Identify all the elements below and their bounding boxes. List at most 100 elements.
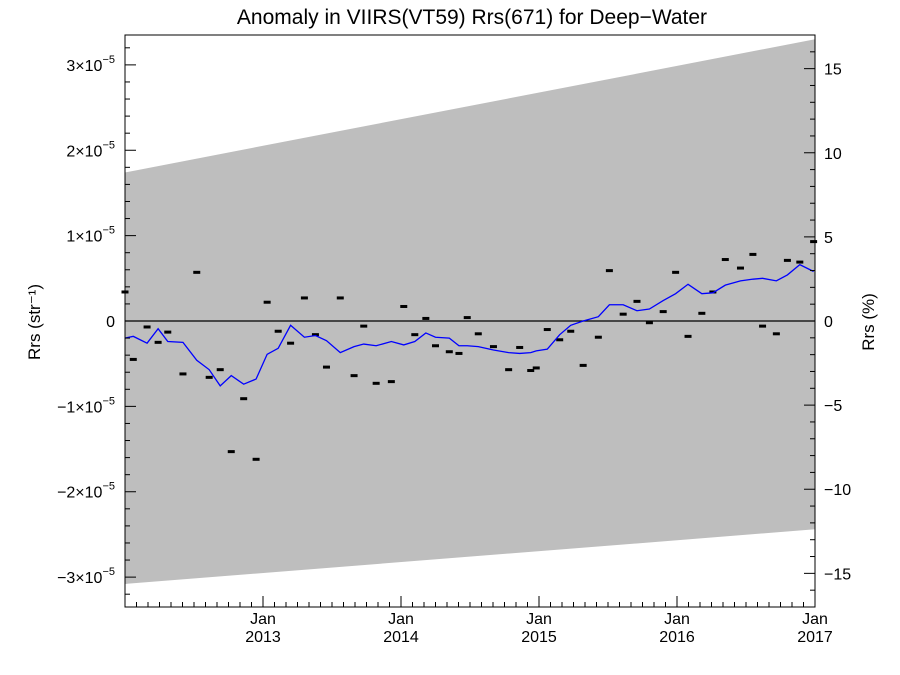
right-tick-label: −10 [824, 482, 851, 499]
data-point [129, 357, 137, 361]
data-point [543, 328, 551, 332]
data-point [579, 363, 587, 367]
left-tick-label: −1×10−5 [57, 395, 115, 416]
data-point [336, 296, 344, 300]
chart-title: Anomaly in VIIRS(VT59) Rrs(671) for Deep… [237, 6, 707, 29]
data-point [411, 333, 419, 337]
data-point [474, 332, 482, 336]
data-point [505, 368, 513, 372]
right-tick-label: 15 [824, 62, 842, 79]
x-tick-year: 2014 [383, 629, 419, 646]
left-tick-mantissa: 1×10 [66, 229, 102, 246]
data-point [216, 368, 224, 372]
left-tick-exponent: −5 [102, 54, 115, 66]
data-point [240, 397, 248, 401]
data-point [350, 374, 358, 378]
data-point [300, 296, 308, 300]
data-point [527, 369, 535, 373]
x-tick-month: Jan [388, 611, 414, 628]
x-tick-year: 2017 [797, 629, 833, 646]
data-point [311, 333, 319, 337]
data-point [287, 341, 295, 345]
data-point [179, 372, 187, 376]
data-point [274, 329, 282, 333]
data-point [422, 316, 430, 320]
data-point [594, 335, 602, 339]
data-point [489, 345, 497, 349]
x-tick-month: Jan [250, 611, 276, 628]
data-point [227, 450, 235, 454]
data-point [387, 380, 395, 384]
data-point [372, 381, 380, 385]
data-point [154, 340, 162, 344]
left-tick-mantissa: 3×10 [66, 58, 102, 75]
x-tick-year: 2015 [521, 629, 557, 646]
data-point [759, 324, 767, 328]
left-tick-label: 1×10−5 [66, 225, 115, 246]
x-tick-month: Jan [802, 611, 828, 628]
left-tick-exponent: −5 [102, 481, 115, 493]
data-point [205, 375, 213, 379]
left-tick-mantissa: −1×10 [57, 399, 102, 416]
data-point [164, 330, 172, 334]
x-tick-year: 2013 [245, 629, 281, 646]
left-tick-exponent: −5 [102, 225, 115, 237]
left-tick-label: 2×10−5 [66, 139, 115, 160]
left-tick-label: 0 [106, 314, 115, 331]
left-tick-mantissa: −3×10 [57, 570, 102, 587]
data-point [684, 334, 692, 338]
data-point [556, 338, 564, 342]
data-point [193, 270, 201, 274]
plot-area [121, 34, 818, 608]
left-tick-mantissa: −2×10 [57, 485, 102, 502]
right-tick-label: −5 [824, 398, 842, 415]
data-point [360, 324, 368, 328]
x-tick-month: Jan [664, 611, 690, 628]
data-point [672, 270, 680, 274]
data-point [143, 325, 151, 329]
data-point [698, 311, 706, 315]
left-tick-label: 3×10−5 [66, 54, 115, 75]
right-tick-label: 5 [824, 230, 833, 247]
data-point [252, 457, 260, 461]
right-tick-label: −15 [824, 566, 851, 583]
data-point [322, 365, 330, 369]
data-point [736, 266, 744, 270]
data-point [810, 240, 818, 244]
left-tick-label: −2×10−5 [57, 481, 115, 502]
data-point [772, 332, 780, 336]
left-tick-exponent: −5 [102, 566, 115, 578]
left-tick-exponent: −5 [102, 395, 115, 407]
left-tick-exponent: −5 [102, 139, 115, 151]
data-point [263, 300, 271, 304]
data-point [567, 329, 575, 333]
data-point [400, 304, 408, 308]
data-point [721, 258, 729, 262]
data-point [749, 252, 757, 256]
running-mean-line [124, 263, 814, 387]
data-point [455, 351, 463, 355]
left-tick-label: −3×10−5 [57, 566, 115, 587]
data-point [645, 321, 653, 325]
x-tick-month: Jan [526, 611, 552, 628]
anomaly-points [121, 240, 818, 461]
left-tick-mantissa: 2×10 [66, 143, 102, 160]
data-point [633, 299, 641, 303]
data-point [796, 260, 804, 264]
right-tick-label: 10 [824, 146, 842, 163]
data-point [532, 366, 540, 370]
uncertainty-band [125, 39, 815, 584]
data-point [445, 350, 453, 354]
data-point [605, 269, 613, 273]
data-point [619, 312, 627, 316]
data-point [709, 290, 717, 294]
left-y-axis: 3×10−52×10−51×10−50−1×10−5−2×10−5−3×10−5 [57, 47, 136, 595]
data-point [783, 258, 791, 262]
data-point [659, 310, 667, 314]
right-tick-label: 0 [824, 314, 833, 331]
right-y-axis: 15 10 5 0 −5 −10 −15 [804, 34, 851, 608]
left-y-axis-title: Rrs (str⁻¹) [25, 284, 44, 360]
x-tick-year: 2016 [659, 629, 695, 646]
